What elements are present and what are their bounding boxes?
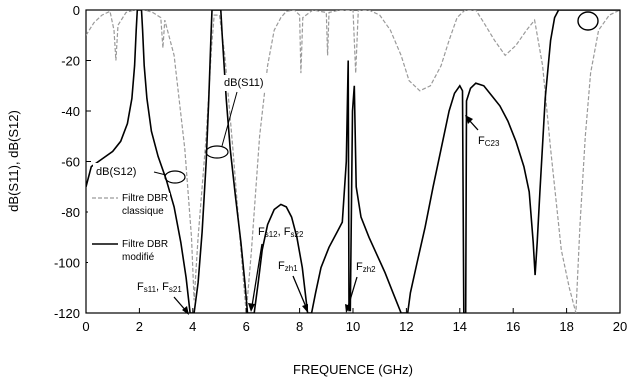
legend: Filtre DBR classique Filtre DBR modifié xyxy=(88,193,170,265)
y-axis-title: dB(S11), dB(S12) xyxy=(6,110,21,212)
annotation-fs12-base2: F xyxy=(284,226,291,238)
annotation-s12-bg xyxy=(93,163,155,179)
y-tick-label: -20 xyxy=(61,54,80,69)
annotation-fs11-base1: F xyxy=(137,281,144,293)
x-tick-label: 18 xyxy=(559,319,573,334)
x-axis-ticks: 0 2 4 6 8 10 12 14 16 18 20 xyxy=(82,308,627,334)
annotation-fc23-sub1: C23 xyxy=(485,139,500,148)
annotation-fc23-base1: F xyxy=(478,135,485,147)
x-tick-label: 16 xyxy=(506,319,520,334)
y-tick-label: -80 xyxy=(61,205,80,220)
annotation-s11-bg xyxy=(222,75,270,91)
annotation-fzh1-arrowhead xyxy=(302,304,308,313)
x-tick-label: 0 xyxy=(82,319,89,334)
plot-frame xyxy=(85,9,621,314)
annotation-fs12-sub2: s22 xyxy=(291,230,304,239)
annotation-s11-text: dB(S11) xyxy=(224,77,264,89)
y-tick-label: -120 xyxy=(54,306,80,321)
legend-label-modifie-2: modifié xyxy=(122,252,155,263)
x-tick-label: 20 xyxy=(613,319,627,334)
x-tick-label: 14 xyxy=(453,319,467,334)
annotation-fzh1: Fzh1 xyxy=(278,260,308,313)
annotation-s12-text: dB(S12) xyxy=(96,166,136,178)
annotation-fzh2-arrowhead xyxy=(345,304,351,313)
legend-label-classique-1: Filtre DBR xyxy=(122,193,168,204)
series-dbr-modifie xyxy=(86,10,620,313)
annotation-fs11-arrowhead xyxy=(182,306,189,315)
annotation-fzh1-sub1: zh1 xyxy=(285,264,298,273)
annotation-s11-ellipse xyxy=(205,145,229,159)
annotation-fc23-arrowhead xyxy=(465,115,473,124)
annotation-fc23-text: FC23 xyxy=(478,135,500,148)
x-tick-label: 8 xyxy=(296,319,303,334)
annotation-fzh2-arrow xyxy=(347,276,358,308)
annotation-s11-leader xyxy=(221,91,238,147)
annotation-fzh2: Fzh2 xyxy=(345,261,376,313)
annotation-s12: dB(S12) xyxy=(93,163,186,184)
annotation-fs12-arrowhead xyxy=(248,303,255,312)
annotation-fc23-arrow xyxy=(468,119,479,131)
x-tick-label: 4 xyxy=(189,319,196,334)
legend-background xyxy=(88,193,170,265)
y-tick-label: -100 xyxy=(54,256,80,271)
annotation-fzh2-text: Fzh2 xyxy=(356,261,376,274)
annotation-s12-leader xyxy=(153,171,167,176)
annotation-fs11-sub2: s21 xyxy=(169,285,182,294)
x-tick-label: 2 xyxy=(136,319,143,334)
x-tick-label: 10 xyxy=(346,319,360,334)
annotation-fs11: Fs11, Fs21 xyxy=(137,281,189,315)
annotation-fzh1-arrow xyxy=(292,275,307,308)
series-group xyxy=(86,10,620,313)
annotation-fs12-sub1: s12 xyxy=(265,230,278,239)
annotation-fs11-sep: , xyxy=(156,281,162,293)
annotation-fc23: FC23 xyxy=(465,115,500,148)
x-axis-title: FREQUENCE (GHz) xyxy=(293,362,413,377)
annotation-fzh2-sub1: zh2 xyxy=(363,265,376,274)
x-tick-label: 12 xyxy=(399,319,413,334)
annotation-fs12-text: Fs12, Fs22 xyxy=(258,226,304,239)
annotation-s12-ellipse xyxy=(164,170,186,184)
y-tick-label: -60 xyxy=(61,155,80,170)
annotation-fs11-text: Fs11, Fs21 xyxy=(137,281,182,294)
top-right-ellipse xyxy=(577,11,599,31)
annotation-fs11-base2: F xyxy=(162,281,169,293)
annotation-fzh1-base1: F xyxy=(278,260,285,272)
annotation-fs11-sub1: s11 xyxy=(144,285,157,294)
annotation-fzh2-base1: F xyxy=(356,261,363,273)
annotation-fs12-base1: F xyxy=(258,226,265,238)
x-tick-label: 6 xyxy=(243,319,250,334)
annotation-fs12-sep: , xyxy=(278,226,284,238)
legend-label-classique-2: classique xyxy=(122,206,164,217)
annotation-fs12: Fs12, Fs22 xyxy=(248,226,304,312)
y-tick-label: -40 xyxy=(61,104,80,119)
annotation-fzh1-text: Fzh1 xyxy=(278,260,298,273)
annotation-s11: dB(S11) xyxy=(205,75,270,159)
annotation-fs12-arrow xyxy=(251,243,263,307)
y-tick-label: 0 xyxy=(73,3,80,18)
series-dbr-classique xyxy=(86,10,620,313)
y-axis-ticks: 0 -20 -40 -60 -80 -100 -120 xyxy=(54,3,91,321)
legend-label-modifie-1: Filtre DBR xyxy=(122,239,168,250)
